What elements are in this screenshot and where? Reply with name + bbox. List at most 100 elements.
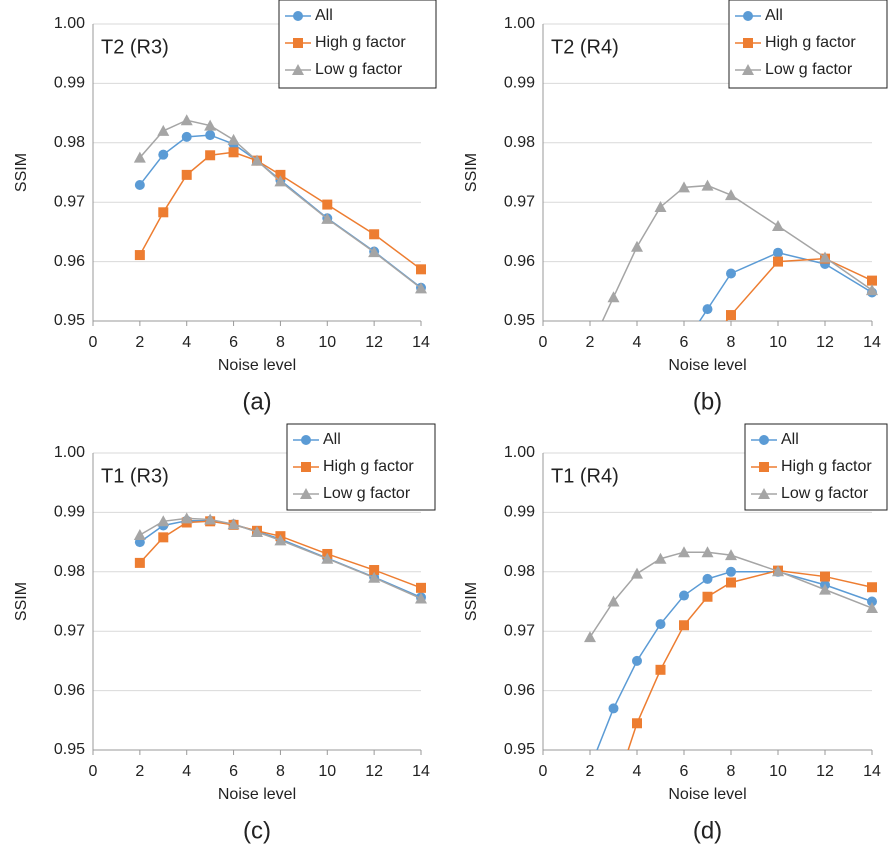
x-tick-label: 0 xyxy=(89,334,98,351)
data-point xyxy=(632,655,642,666)
y-tick-label: 0.95 xyxy=(504,312,535,329)
legend-marker xyxy=(293,11,303,21)
data-point xyxy=(866,602,878,614)
data-point xyxy=(678,546,690,558)
x-tick-label: 4 xyxy=(182,334,191,351)
plot-series xyxy=(133,512,427,604)
data-point xyxy=(726,577,736,588)
data-point xyxy=(321,552,334,564)
data-point xyxy=(158,207,169,218)
data-point xyxy=(655,619,666,630)
x-tick-label: 12 xyxy=(816,334,834,351)
legend-marker xyxy=(759,435,769,445)
y-tick-label: 0.98 xyxy=(54,134,85,151)
data-point xyxy=(181,131,192,142)
x-tick-label: 14 xyxy=(863,334,881,351)
data-point xyxy=(772,565,784,577)
y-tick-label: 0.96 xyxy=(504,682,535,699)
plot-series xyxy=(601,179,878,321)
y-tick-label: 0.99 xyxy=(504,75,535,92)
x-tick-label: 4 xyxy=(633,334,642,351)
data-point xyxy=(654,200,667,212)
series-line xyxy=(589,551,873,638)
y-tick-label: 0.99 xyxy=(54,75,85,92)
y-axis-label: SSIM xyxy=(13,153,30,192)
panel-title: T1 (R3) xyxy=(101,465,169,487)
plot-series xyxy=(584,546,878,750)
y-tick-label: 0.97 xyxy=(504,622,535,639)
x-tick-label: 12 xyxy=(365,763,383,780)
x-tick-label: 0 xyxy=(89,763,98,780)
x-tick-label: 10 xyxy=(318,334,336,351)
data-point xyxy=(134,179,145,190)
legend-marker xyxy=(300,488,312,499)
data-point xyxy=(584,631,596,643)
data-point xyxy=(608,703,619,714)
data-point xyxy=(726,268,736,279)
x-tick-label: 14 xyxy=(412,763,430,780)
data-point xyxy=(607,291,620,303)
data-point xyxy=(867,275,877,286)
y-tick-label: 0.99 xyxy=(54,504,85,521)
data-point xyxy=(134,250,145,261)
data-point xyxy=(726,566,736,577)
series-line xyxy=(139,119,422,289)
data-point xyxy=(180,512,193,524)
x-tick-label: 14 xyxy=(412,334,430,351)
data-point xyxy=(369,565,380,576)
legend-label: High g factor xyxy=(315,34,406,51)
x-tick-label: 2 xyxy=(135,763,144,780)
x-tick-label: 12 xyxy=(816,763,834,780)
data-point xyxy=(820,571,830,582)
legend-label: All xyxy=(315,7,333,24)
legend-marker xyxy=(758,488,770,499)
legend-marker xyxy=(759,462,769,472)
x-axis-label: Noise level xyxy=(218,357,296,374)
x-tick-label: 6 xyxy=(229,763,238,780)
y-tick-label: 0.95 xyxy=(504,741,535,758)
caption: (b) xyxy=(693,388,722,415)
data-point xyxy=(157,124,170,136)
panel-title: T2 (R4) xyxy=(551,36,619,58)
data-point xyxy=(819,251,831,263)
data-point xyxy=(702,304,713,315)
y-tick-label: 0.96 xyxy=(54,682,85,699)
data-point xyxy=(725,549,737,561)
panel-title: T2 (R3) xyxy=(101,36,169,58)
x-tick-label: 10 xyxy=(318,763,336,780)
y-tick-label: 0.95 xyxy=(54,312,85,329)
series-line xyxy=(139,151,422,270)
data-point xyxy=(772,219,784,231)
data-point xyxy=(416,264,426,275)
legend-label: High g factor xyxy=(781,458,872,475)
x-axis-label: Noise level xyxy=(668,357,746,374)
data-point xyxy=(726,310,736,321)
data-point xyxy=(678,181,690,193)
y-tick-label: 1.00 xyxy=(504,444,535,461)
data-point xyxy=(415,592,427,604)
y-tick-label: 0.97 xyxy=(54,622,85,639)
data-point xyxy=(773,247,783,258)
data-point xyxy=(180,114,193,126)
x-tick-label: 8 xyxy=(727,763,736,780)
x-tick-label: 8 xyxy=(276,334,285,351)
data-point xyxy=(228,147,239,158)
y-tick-label: 1.00 xyxy=(54,15,85,32)
x-tick-label: 2 xyxy=(586,334,595,351)
legend-label: All xyxy=(765,7,783,24)
data-point xyxy=(157,515,170,527)
legend-box xyxy=(278,0,437,89)
legend-marker xyxy=(301,462,311,472)
series-line xyxy=(139,134,422,289)
x-tick-label: 10 xyxy=(769,334,787,351)
data-point xyxy=(867,582,877,593)
data-point xyxy=(631,240,643,252)
x-tick-label: 8 xyxy=(276,763,285,780)
caption: (c) xyxy=(243,817,271,844)
data-point xyxy=(368,246,381,258)
data-point xyxy=(158,532,169,543)
data-point xyxy=(322,199,333,210)
legend-box xyxy=(728,0,888,89)
y-tick-label: 0.95 xyxy=(54,741,85,758)
legend-label: All xyxy=(323,431,341,448)
